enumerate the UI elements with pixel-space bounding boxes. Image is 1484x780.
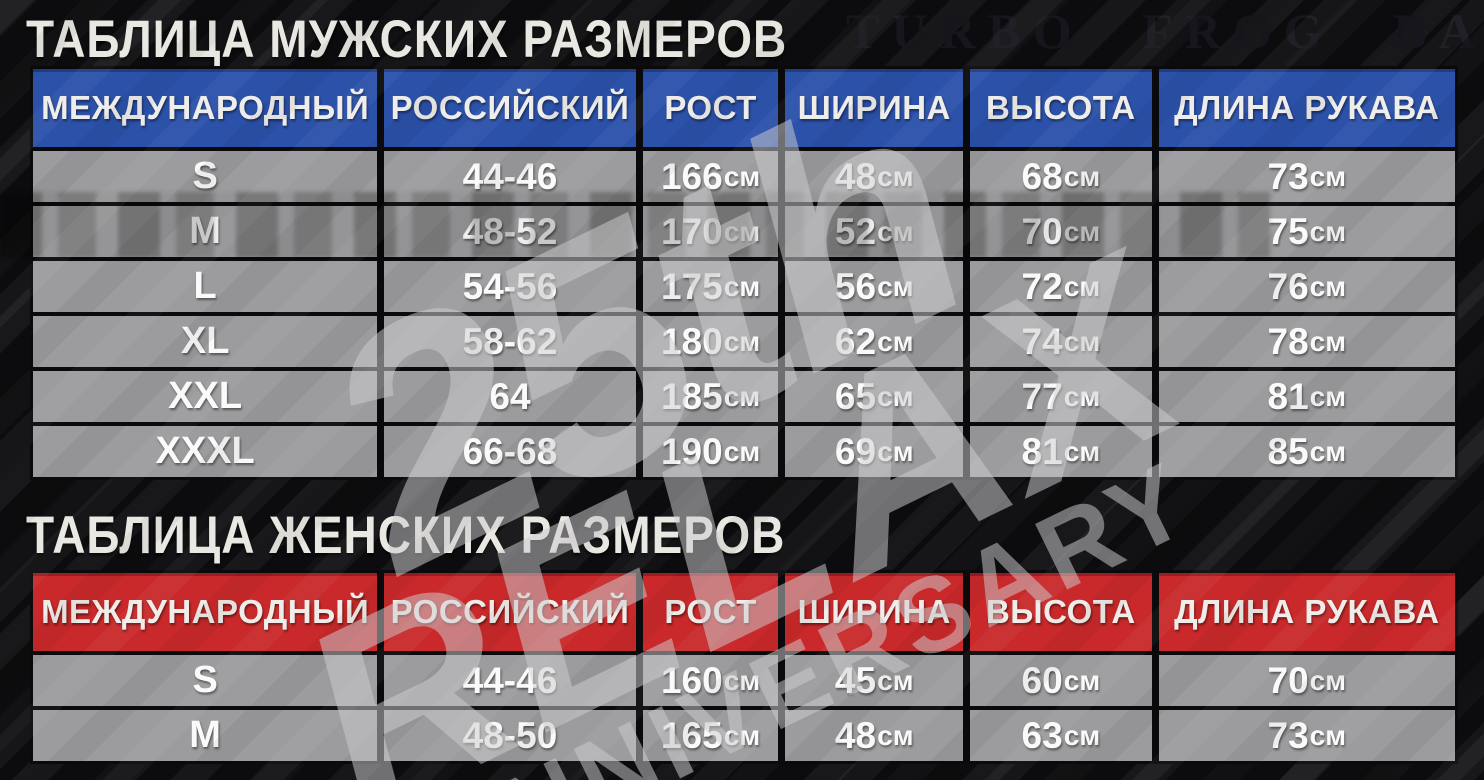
men-table-title: ТАБЛИЦА МУЖСКИХ РАЗМЕРОВ [26,9,788,69]
measurement-cell: 73 см [1158,710,1455,761]
unit-label: см [1063,270,1101,302]
measurement-cell: 64 [384,371,636,422]
unit-label: см [723,270,761,302]
measurement-cell: 69 см [785,426,964,477]
unit-label: см [1063,160,1101,192]
column-header: РОСТ [642,573,779,651]
unit-label: см [1063,380,1101,412]
column-header: ШИРИНА [785,69,964,147]
measurement-cell: 58-62 [384,316,636,367]
column-header: ВЫСОТА [970,69,1152,147]
unit-label: см [877,325,914,357]
unit-label: см [877,160,914,192]
column-header: ДЛИНА РУКАВА [1158,69,1455,147]
measurement-cell: 63 см [970,710,1152,761]
size-label-cell: S [33,655,378,706]
measurement-cell: 66-68 [384,426,636,477]
measurement-cell: 44-46 [384,151,636,202]
measurement-cell: 77 см [970,371,1152,422]
unit-label: см [1063,664,1101,696]
unit-label: см [1309,435,1347,467]
column-header: РОССИЙСКИЙ [384,69,636,147]
women-size-table: МЕЖДУНАРОДНЫЙ РОССИЙСКИЙ РОСТ ШИРИНА ВЫСОТА Д… [30,570,1458,764]
measurement-cell: 81 см [1158,371,1455,422]
measurement-cell: 65 см [785,371,964,422]
measurement-cell: 74 см [970,316,1152,367]
unit-label: см [1309,719,1347,751]
unit-label: см [877,270,914,302]
measurement-cell: 48-52 [384,206,636,257]
unit-label: см [1309,380,1347,412]
measurement-cell: 72 см [970,261,1152,312]
measurement-cell: 54-56 [384,261,636,312]
unit-label: см [723,719,761,751]
measurement-cell: 48-50 [384,710,636,761]
unit-label: см [1309,270,1347,302]
column-header: МЕЖДУНАРОДНЫЙ [33,69,378,147]
measurement-cell: 78 см [1158,316,1455,367]
unit-label: см [1063,325,1101,357]
measurement-cell: 70 см [1158,655,1455,706]
unit-label: см [1309,160,1347,192]
measurement-cell: 56 см [785,261,964,312]
unit-label: см [723,435,761,467]
measurement-cell: 60 см [970,655,1152,706]
measurement-cell: 45 см [785,655,964,706]
size-label-cell: L [33,261,378,312]
size-label-cell: M [33,710,378,761]
measurement-cell: 73 см [1158,151,1455,202]
measurement-cell: 175 см [642,261,779,312]
measurement-cell: 62 см [785,316,964,367]
unit-label: см [1309,325,1347,357]
unit-label: см [1063,435,1101,467]
measurement-cell: 180 см [642,316,779,367]
unit-label: см [877,664,914,696]
measurement-cell: 190 см [642,426,779,477]
unit-label: см [723,380,761,412]
measurement-cell: 76 см [1158,261,1455,312]
size-label-cell: XXXL [33,426,378,477]
size-label-cell: M [33,206,378,257]
column-header: РОСТ [642,69,779,147]
measurement-cell: 44-46 [384,655,636,706]
unit-label: см [723,215,761,247]
column-header: ДЛИНА РУКАВА [1158,573,1455,651]
unit-label: см [877,215,914,247]
men-size-table: МЕЖДУНАРОДНЫЙ РОССИЙСКИЙ РОСТ ШИРИНА ВЫСОТА Д… [30,66,1458,480]
turbo-frog-ban-watermark: TURBO FROG BAN [846,3,1484,59]
unit-label: см [1309,215,1347,247]
unit-label: см [877,435,914,467]
unit-label: см [1309,664,1347,696]
column-header: МЕЖДУНАРОДНЫЙ [33,573,378,651]
unit-label: см [1063,719,1101,751]
unit-label: см [877,380,914,412]
size-label-cell: XXL [33,371,378,422]
measurement-cell: 166 см [642,151,779,202]
unit-label: см [877,719,914,751]
size-label-cell: S [33,151,378,202]
column-header: ВЫСОТА [970,573,1152,651]
measurement-cell: 185 см [642,371,779,422]
women-table-title: ТАБЛИЦА ЖЕНСКИХ РАЗМЕРОВ [26,505,786,565]
measurement-cell: 85 см [1158,426,1455,477]
measurement-cell: 52 см [785,206,964,257]
measurement-cell: 170 см [642,206,779,257]
measurement-cell: 81 см [970,426,1152,477]
column-header: РОССИЙСКИЙ [384,573,636,651]
measurement-cell: 48 см [785,151,964,202]
measurement-cell: 160 см [642,655,779,706]
size-label-cell: XL [33,316,378,367]
measurement-cell: 75 см [1158,206,1455,257]
measurement-cell: 165 см [642,710,779,761]
unit-label: см [723,664,761,696]
column-header: ШИРИНА [785,573,964,651]
measurement-cell: 68 см [970,151,1152,202]
unit-label: см [723,160,761,192]
measurement-cell: 70 см [970,206,1152,257]
unit-label: см [1063,215,1101,247]
measurement-cell: 48 см [785,710,964,761]
unit-label: см [723,325,761,357]
